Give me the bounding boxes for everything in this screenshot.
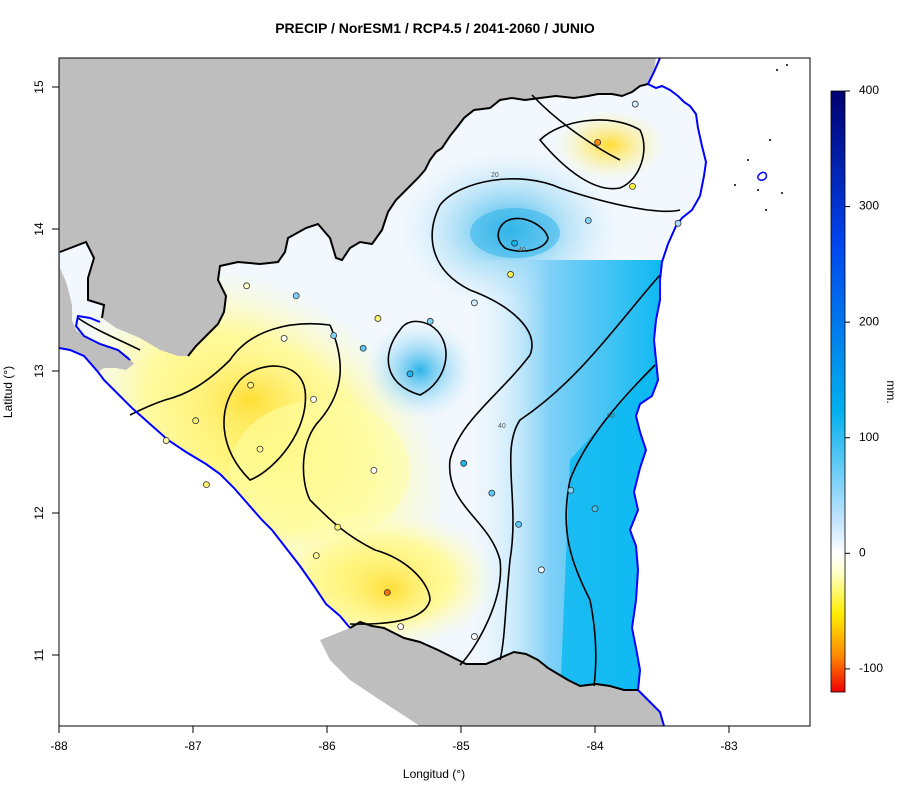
station-point	[312, 552, 320, 559]
station-point	[470, 633, 478, 640]
station-point	[511, 239, 518, 247]
station-point	[202, 481, 210, 489]
costa-rica-land	[320, 622, 664, 726]
station-point	[359, 344, 367, 352]
y-tick-label: 14	[32, 222, 46, 236]
x-tick-label: -87	[184, 739, 202, 753]
colorbar-tick-label: 300	[859, 199, 879, 213]
contour-label: 40	[518, 247, 526, 254]
station-point	[629, 182, 636, 190]
contour-label: 40	[498, 423, 506, 430]
corn-island	[757, 171, 768, 181]
station-point	[247, 381, 255, 389]
station-point	[594, 138, 602, 146]
map-plot-area: 20 40 40 60	[58, 57, 811, 727]
cays	[734, 64, 788, 211]
x-tick-label: -86	[318, 739, 336, 753]
colorbar-tick-label: -100	[859, 661, 883, 675]
colorbar: -100 0 100 200 300 400 mm.	[830, 83, 898, 693]
y-tick-label: 15	[32, 80, 46, 94]
station-point	[243, 282, 251, 290]
x-tick-label: -83	[720, 739, 738, 753]
caribbean-sea	[630, 58, 810, 726]
colorbar-ticks: -100 0 100 200 300 400	[845, 83, 883, 675]
coastline	[58, 57, 708, 727]
honduras-land	[59, 58, 656, 356]
station-point	[310, 395, 318, 403]
station-point	[507, 271, 514, 278]
map-title: PRECIP / NorESM1 / RCP4.5 / 2041-2060 / …	[275, 20, 595, 36]
station-point	[584, 217, 592, 224]
y-tick-label: 12	[32, 506, 46, 520]
station-point	[567, 486, 575, 494]
x-tick-label: -85	[452, 739, 470, 753]
x-axis-label: Longitud (°)	[403, 767, 465, 781]
x-tick-label: -84	[586, 739, 604, 753]
station-point	[280, 334, 288, 342]
station-point	[674, 219, 682, 227]
colorbar-tick-label: 400	[859, 83, 879, 97]
contour-labels: 20 40 40 60	[491, 172, 615, 430]
station-point	[292, 292, 300, 300]
y-tick-label: 13	[32, 364, 46, 378]
x-tick-label: -88	[50, 739, 68, 753]
y-tick-label: 11	[32, 648, 46, 661]
y-axis: 11 12 13 14 15	[32, 80, 60, 661]
station-point	[192, 417, 200, 425]
pacific-ocean	[59, 348, 664, 726]
station-point	[330, 332, 338, 339]
colorbar-tick-label: 200	[859, 314, 879, 328]
contour-lines	[77, 94, 681, 687]
x-axis: -88 -87 -86 -85 -84 -83	[50, 725, 738, 753]
station-markers	[162, 100, 682, 640]
station-point	[162, 437, 170, 444]
colorbar-tick-label: 0	[859, 545, 866, 559]
station-point	[334, 523, 342, 531]
colorbar-ramp	[830, 90, 846, 693]
station-point	[256, 445, 264, 453]
station-point	[374, 315, 382, 322]
colorbar-tick-label: 100	[859, 430, 879, 444]
station-point	[515, 520, 523, 528]
contour-label: 20	[491, 172, 499, 179]
y-axis-label: Latitud (°)	[1, 366, 15, 418]
station-point	[370, 466, 378, 474]
national-borders	[59, 83, 649, 691]
station-point	[488, 489, 496, 497]
station-point	[397, 623, 405, 630]
station-point	[426, 317, 434, 325]
station-point	[406, 370, 414, 378]
station-point	[383, 589, 391, 596]
station-point	[538, 566, 545, 574]
station-point	[470, 299, 478, 307]
contour-label: 60	[607, 413, 615, 420]
station-point	[591, 505, 599, 513]
colorbar-label: mm.	[884, 380, 898, 403]
station-point	[631, 100, 639, 108]
station-point	[460, 459, 468, 467]
